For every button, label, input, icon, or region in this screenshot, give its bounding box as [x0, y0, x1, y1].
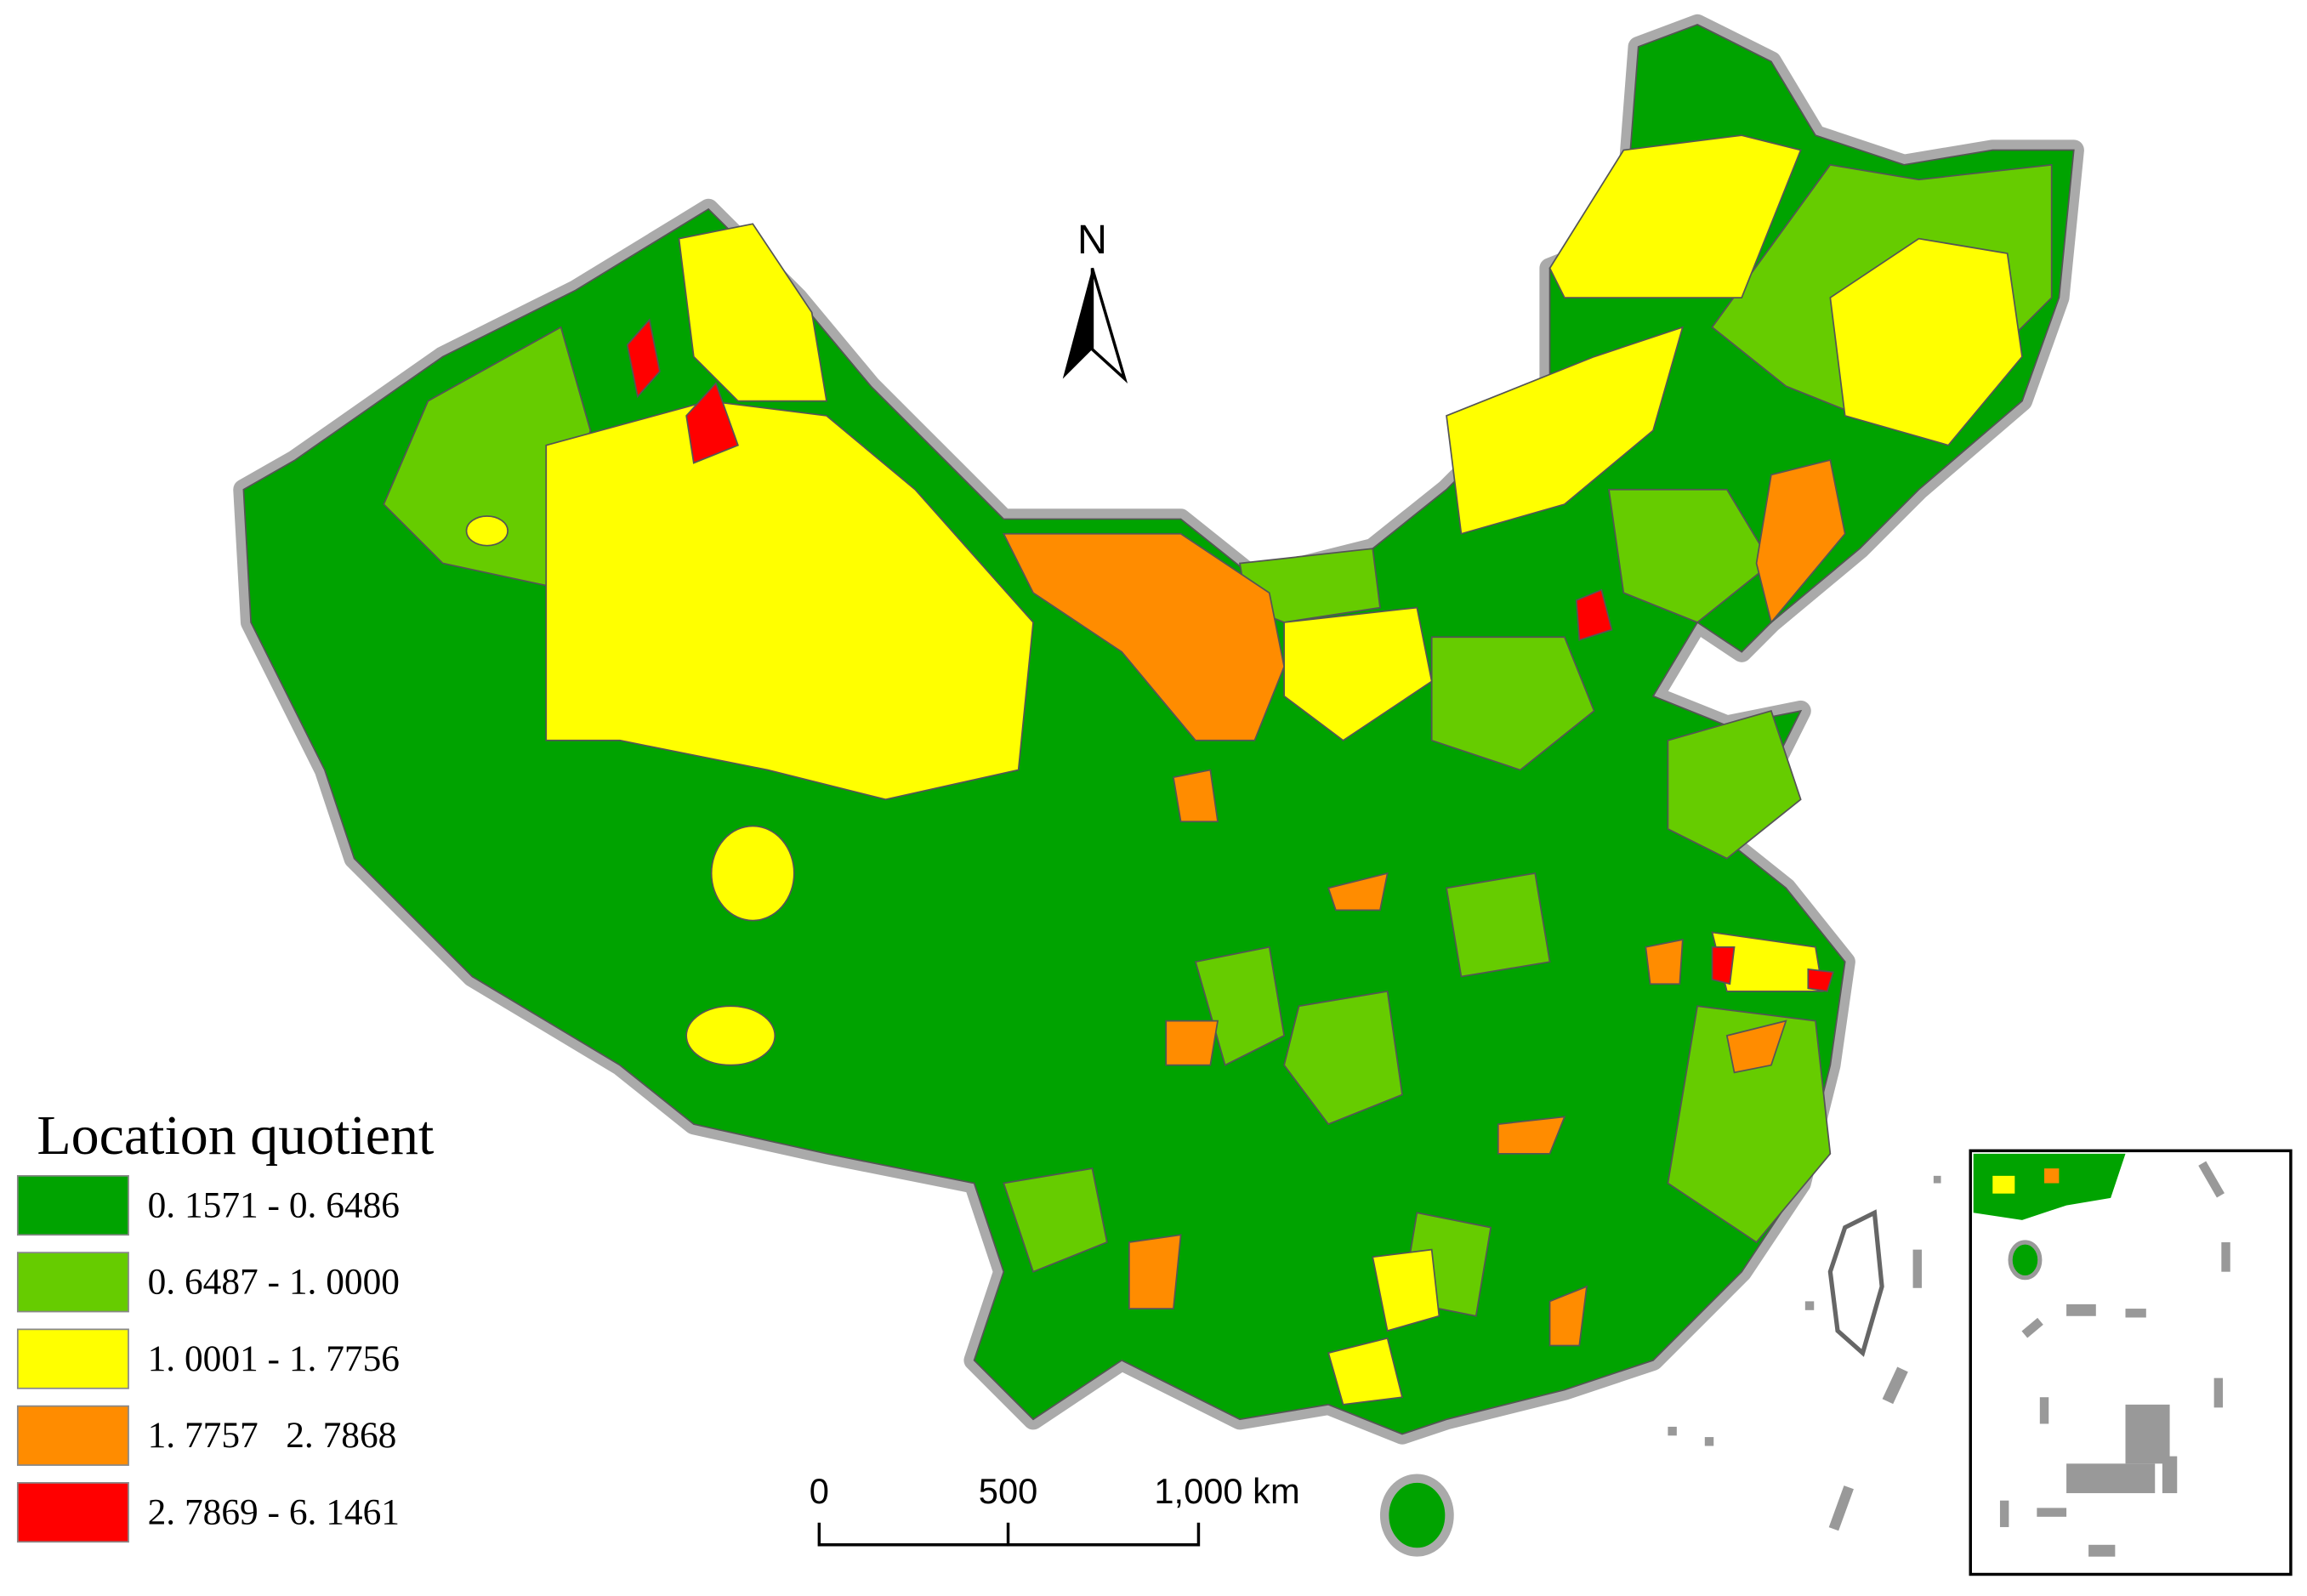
region	[1283, 606, 1433, 741]
hainan	[1379, 1474, 1454, 1557]
region	[1497, 1116, 1566, 1155]
region	[1327, 872, 1389, 912]
region	[685, 382, 739, 464]
legend-swatch	[16, 1482, 129, 1543]
north-label: N	[1077, 217, 1107, 263]
region	[1667, 1005, 1832, 1244]
region	[1548, 134, 1802, 298]
islands	[1668, 1175, 1941, 1531]
region	[1755, 458, 1846, 624]
scale-label: 500	[979, 1471, 1037, 1511]
legend-swatch	[16, 1174, 129, 1236]
legend-title: Location quotient	[37, 1105, 434, 1167]
region	[626, 318, 661, 399]
region	[1002, 532, 1286, 741]
legend-label: 1. 0001 - 1. 7756	[148, 1338, 400, 1379]
region	[1575, 588, 1613, 641]
legend-swatch	[16, 1252, 129, 1313]
region	[1372, 1248, 1440, 1332]
region	[1430, 636, 1595, 771]
legend-label: 0. 1571 - 0. 6486	[148, 1184, 400, 1225]
inset-map	[1969, 1149, 2293, 1576]
legend-swatch	[16, 1328, 129, 1389]
region	[678, 223, 828, 402]
region	[1128, 1234, 1182, 1309]
region	[1172, 769, 1219, 823]
region	[1711, 946, 1736, 985]
region	[1165, 1020, 1219, 1066]
region	[1725, 1020, 1787, 1074]
region	[465, 515, 509, 547]
region	[1446, 872, 1551, 978]
region	[1003, 1167, 1108, 1273]
region	[1645, 939, 1684, 985]
region	[1548, 1285, 1588, 1347]
legend-label: 2. 7869 - 6. 1461	[148, 1491, 400, 1532]
region	[1327, 1337, 1404, 1406]
region	[685, 1005, 776, 1066]
legend-swatch	[16, 1405, 129, 1466]
region	[1607, 488, 1773, 623]
region	[1667, 710, 1802, 860]
map-regions	[233, 14, 2084, 1557]
taiwan	[1827, 1209, 1884, 1357]
north-arrow: N	[1062, 217, 1128, 383]
region	[545, 400, 1034, 801]
scale-label: 1,000 km	[1154, 1471, 1299, 1511]
region	[1807, 968, 1834, 992]
legend-label: 1. 7757 2. 7868	[148, 1415, 397, 1456]
legend-label: 0. 6487 - 1. 0000	[148, 1262, 400, 1303]
legend: 0. 1571 - 0. 6486 0. 6487 - 1. 0000 1. 000…	[16, 1174, 400, 1543]
region	[1283, 990, 1403, 1126]
scale-bar	[817, 1522, 1201, 1547]
region	[1446, 326, 1685, 535]
scale-label: 0	[810, 1471, 829, 1511]
region	[710, 825, 795, 922]
region	[1829, 237, 2023, 446]
